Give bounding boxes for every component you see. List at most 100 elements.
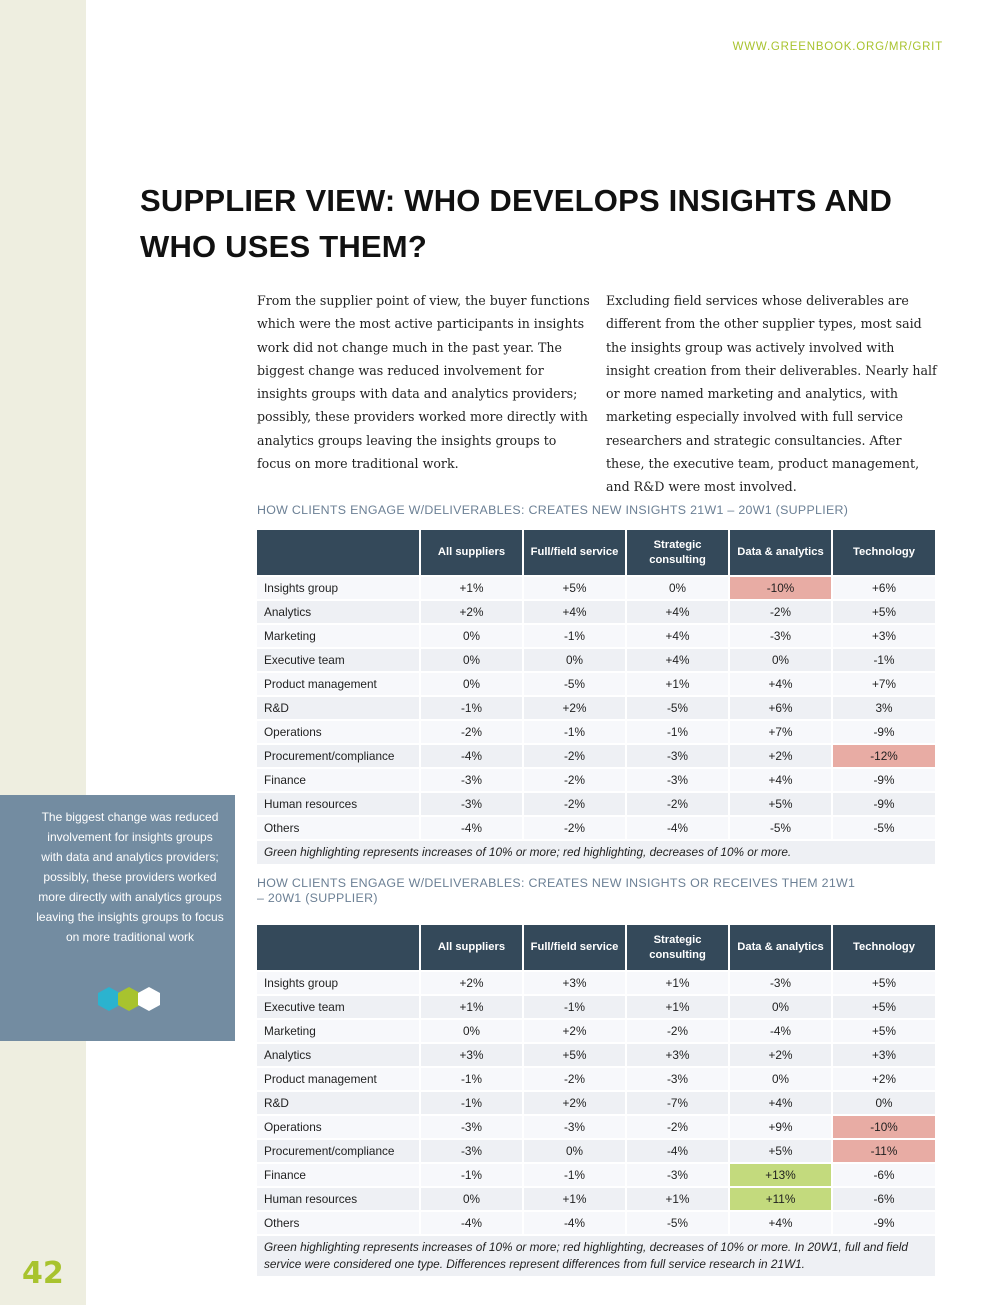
row-label: Finance: [257, 1162, 421, 1187]
row-label: Marketing: [257, 623, 421, 648]
table-cell: +2%: [420, 970, 524, 995]
table-cell: -2%: [420, 719, 524, 744]
table-row: Human resources 0% +1% +1% +11% -6%: [257, 1186, 935, 1211]
table-cell: -2%: [523, 815, 627, 840]
table-cell: +4%: [626, 599, 730, 624]
table-row: Procurement/compliance -4% -2% -3% +2% -12%: [257, 743, 935, 768]
column-header: [257, 925, 421, 971]
table-cell: +3%: [832, 623, 935, 648]
table-cell: -2%: [523, 791, 627, 816]
row-label: Human resources: [257, 1186, 421, 1211]
table-cell: -1%: [420, 1090, 524, 1115]
table-cell: -3%: [626, 1066, 730, 1091]
table-cell: -7%: [626, 1090, 730, 1115]
table-cell: +4%: [729, 767, 833, 792]
table-cell: 0%: [523, 1138, 627, 1163]
table-cell: 0%: [729, 994, 833, 1019]
table-cell: -3%: [626, 743, 730, 768]
table-cell: -4%: [729, 1018, 833, 1043]
table-row: Operations -2% -1% -1% +7% -9%: [257, 719, 935, 744]
table-cell: -2%: [523, 767, 627, 792]
table-cell: +1%: [626, 994, 730, 1019]
table-cell: +2%: [729, 1042, 833, 1067]
table-cell: +4%: [729, 671, 833, 696]
table-cell: +1%: [523, 1186, 627, 1211]
table-cell: +5%: [523, 1042, 627, 1067]
table-cell: -3%: [729, 970, 833, 995]
table-cell: -5%: [729, 815, 833, 840]
table-footnote: Green highlighting represents increases …: [257, 839, 935, 864]
row-label: Human resources: [257, 791, 421, 816]
highlighted-cell-red: -12%: [832, 743, 935, 768]
table-row: Others -4% -2% -4% -5% -5%: [257, 815, 935, 840]
page-title: SUPPLIER VIEW: WHO DEVELOPS INSIGHTS AND…: [140, 183, 893, 264]
table-cell: +1%: [626, 970, 730, 995]
table-row: Others -4% -4% -5% +4% -9%: [257, 1210, 935, 1235]
row-label: Product management: [257, 1066, 421, 1091]
row-label: Insights group: [257, 970, 421, 995]
row-label: Others: [257, 815, 421, 840]
table-cell: +2%: [523, 695, 627, 720]
table-row: Finance -3% -2% -3% +4% -9%: [257, 767, 935, 792]
table-row: Human resources -3% -2% -2% +5% -9%: [257, 791, 935, 816]
row-label: Operations: [257, 1114, 421, 1139]
table-cell: +2%: [832, 1066, 935, 1091]
table-row: Insights group +2% +3% +1% -3% +5%: [257, 970, 935, 995]
table-cell: -1%: [420, 1162, 524, 1187]
table-cell: -3%: [626, 1162, 730, 1187]
table-cell: +7%: [729, 719, 833, 744]
page-number: 42: [22, 1256, 64, 1291]
table-cell: 0%: [420, 647, 524, 672]
table-cell: 0%: [523, 647, 627, 672]
column-header: Full/field service: [523, 925, 627, 971]
highlighted-cell-red: -11%: [832, 1138, 935, 1163]
table-cell: +2%: [729, 743, 833, 768]
row-label: Analytics: [257, 599, 421, 624]
table-cell: +3%: [523, 970, 627, 995]
table-cell: -1%: [523, 623, 627, 648]
column-header: Data & analytics: [729, 530, 833, 576]
table-row: Analytics +2% +4% +4% -2% +5%: [257, 599, 935, 624]
table-cell: -5%: [523, 671, 627, 696]
highlighted-cell-red: -10%: [729, 575, 833, 600]
table-cell: +1%: [626, 1186, 730, 1211]
table-cell: +6%: [832, 575, 935, 600]
table-row: Operations -3% -3% -2% +9% -10%: [257, 1114, 935, 1139]
header-url[interactable]: WWW.GREENBOOK.ORG/MR/GRIT: [732, 41, 943, 53]
table-cell: -2%: [523, 743, 627, 768]
table-cell: -9%: [832, 791, 935, 816]
table-creates-or-receives-insights: All suppliers Full/field service Strategic…: [257, 925, 935, 1276]
column-header: All suppliers: [420, 530, 524, 576]
table-2-caption: HOW CLIENTS ENGAGE W/DELIVERABLES: CREAT…: [257, 876, 856, 905]
left-margin-bar: [0, 0, 86, 1305]
pull-quote-text: The biggest change was reduced involveme…: [36, 810, 224, 944]
table-header-row: All suppliers Full/field service Strategic…: [257, 925, 935, 971]
table-row: R&D -1% +2% -5% +6% 3%: [257, 695, 935, 720]
table-cell: +2%: [420, 599, 524, 624]
table-1-caption: HOW CLIENTS ENGAGE W/DELIVERABLES: CREAT…: [257, 503, 849, 517]
table-cell: +3%: [626, 1042, 730, 1067]
table-cell: -3%: [523, 1114, 627, 1139]
column-header: Technology: [832, 530, 935, 576]
table-cell: +5%: [832, 1018, 935, 1043]
table-cell: +5%: [729, 1138, 833, 1163]
column-header: [257, 530, 421, 576]
body-column-right: Excluding field services whose deliverab…: [606, 293, 937, 495]
hexagon-white-icon: [138, 987, 160, 1011]
table-cell: -9%: [832, 767, 935, 792]
table-cell: 0%: [729, 1066, 833, 1091]
column-header: Data & analytics: [729, 925, 833, 971]
row-label: Insights group: [257, 575, 421, 600]
table-cell: -4%: [420, 1210, 524, 1235]
column-header: Full/field service: [523, 530, 627, 576]
highlighted-cell-green: +13%: [729, 1162, 833, 1187]
table-cell: -4%: [626, 815, 730, 840]
table-footnote-row: Green highlighting represents increases …: [257, 839, 935, 864]
table-row: Product management 0% -5% +1% +4% +7%: [257, 671, 935, 696]
hexagon-green-icon: [118, 987, 140, 1011]
row-label: Analytics: [257, 1042, 421, 1067]
hexagon-teal-icon: [98, 987, 120, 1011]
table-cell: -4%: [523, 1210, 627, 1235]
table-row: R&D -1% +2% -7% +4% 0%: [257, 1090, 935, 1115]
row-label: Product management: [257, 671, 421, 696]
